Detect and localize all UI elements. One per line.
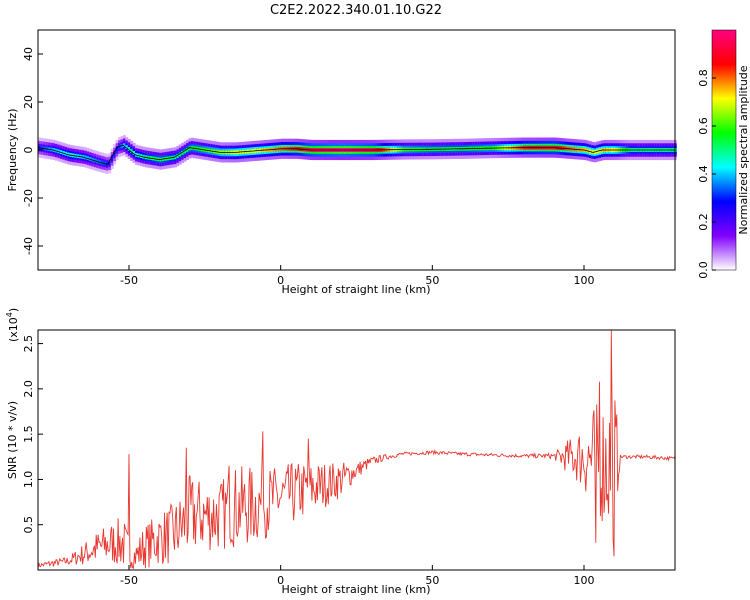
spectrogram-cell [86,156,90,161]
spectrogram-y-tick-label: 20 [22,95,35,109]
spectrogram-cell [62,150,66,155]
spectrogram-cell [84,155,88,160]
colorbar-tick-label: 0.0 [697,261,710,279]
spectrogram-cell [64,151,68,156]
colorbar-label: Normalized spectral amplitude [737,65,750,234]
spectrogram-plot-area [37,29,677,271]
spectrogram-cell [67,152,71,157]
spectrogram-x-tick-label: 50 [425,274,439,287]
spectrogram-cell [127,147,131,151]
spectrogram-x-tick-label: 100 [574,274,595,287]
colorbar-tick-label: 0.4 [697,165,710,183]
spectrogram-cell [57,149,61,154]
spectrogram-cell [130,149,134,153]
spectrogram-cell [91,157,95,162]
snr-x-label: Height of straight line (km) [281,583,430,596]
spectrogram-cell [120,144,124,149]
snr-y-ticks: 0.5 1.0 1.5 2.0 2.5 [22,335,43,534]
spectrogram-cell [183,149,187,154]
snr-scale-prefix: (x10 [7,317,20,342]
spectrogram-cell [188,146,192,151]
spectrogram-cell [178,152,182,157]
spectrogram-x-label: Height of straight line (km) [281,283,430,296]
spectrogram-cell [118,145,122,150]
spectrogram-cell [113,152,117,157]
spectrogram-x-tick-label: -50 [120,274,138,287]
spectrogram-y-tick-label: 0 [22,147,35,154]
spectrogram-cell [186,147,189,152]
spectrogram-panel: -50 0 50 100 -40 -20 0 20 40 Height of straight… [6,29,677,296]
snr-scale-note: (x104) [5,308,20,342]
snr-x-tick-label: 100 [574,574,595,587]
colorbar-frame [711,29,737,271]
svg-text:(x104): (x104) [5,308,20,342]
colorbar-ticks: 0.0 0.2 0.4 0.6 0.8 [697,69,716,279]
spectrogram-y-tick-label: -20 [22,189,35,207]
snr-x-ticks: -50 0 50 100 [120,565,595,587]
spectrogram-x-tick-label: 0 [277,274,284,287]
colorbar-tick-label: 0.6 [697,117,710,135]
figure-title: C2E2.2022.340.01.10.G22 [270,3,442,18]
spectrogram-y-tick-label: -40 [22,237,35,255]
snr-y-tick-label: 0.5 [22,516,35,534]
snr-y-tick-label: 2.0 [22,380,35,398]
spectrogram-cell [176,154,180,158]
spectrogram-y-label: Frequency (Hz) [6,109,19,192]
spectrogram-cell [54,148,58,153]
snr-scale-suffix: ) [7,308,20,312]
spectrogram-cell [88,157,92,161]
colorbar-tick-label: 0.8 [697,69,710,87]
spectrogram-y-tick-label: 40 [22,47,35,61]
spectrogram-cell [115,147,119,152]
colorbar-tick-label: 0.2 [697,213,710,231]
snr-y-label: SNR (10 * v/v) [6,401,19,479]
snr-scale-exponent: 4 [5,312,14,317]
snr-y-tick-label: 1.0 [22,471,35,489]
snr-y-tick-label: 1.5 [22,425,35,443]
snr-x-tick-label: 0 [277,574,284,587]
snr-frame [37,329,676,571]
snr-y-tick-label: 2.5 [22,335,35,353]
spectrogram-cell [125,145,129,150]
spectrogram-ridge [37,135,677,174]
snr-panel: -50 0 50 100 0.5 1.0 1.5 2.0 2.5 Height of stra… [5,308,676,596]
colorbar: 0.0 0.2 0.4 0.6 0.8 Normalized spectral ampl… [697,29,750,279]
spectrogram-x-ticks: -50 0 50 100 [120,265,595,287]
spectrogram-cell [181,151,185,155]
snr-series-line [37,329,676,569]
snr-x-tick-label: 50 [425,574,439,587]
colorbar-gradient [712,30,736,270]
snr-x-tick-label: -50 [120,574,138,587]
spectrogram-ridge-line [37,144,675,165]
spectrogram-cell [96,159,100,164]
spectrogram-cell [122,143,126,148]
spectrogram-cell [59,150,63,155]
spectrogram-cell [93,158,97,163]
spectrogram-cell [132,150,136,155]
spectrogram-cell [108,161,112,166]
spectrogram-y-ticks: -40 -20 0 20 40 [22,47,43,255]
spectrogram-cell [173,155,177,160]
spectrogram-cell [110,156,114,161]
